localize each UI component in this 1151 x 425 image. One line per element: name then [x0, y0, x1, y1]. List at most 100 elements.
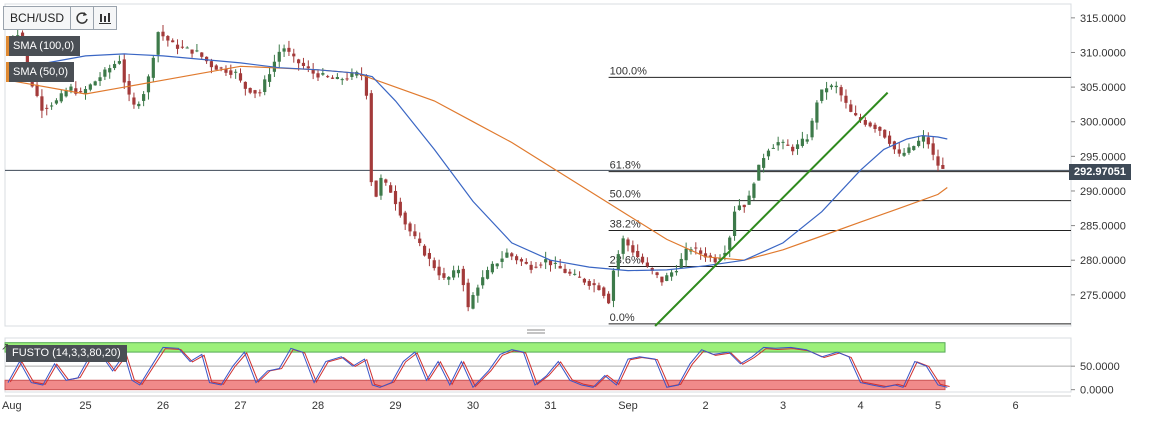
candle-body [708, 255, 712, 258]
x-tick-label: 4 [857, 400, 863, 412]
candle-body [873, 124, 877, 129]
fib-label: 100.0% [610, 65, 648, 77]
price-tick-label: 275.0000 [1080, 290, 1126, 302]
candle-body [728, 237, 732, 250]
candle-body [452, 270, 456, 278]
stochastic-plot [4, 337, 1072, 393]
candle-body [495, 263, 499, 267]
axes: 275.0000280.0000285.0000290.0000295.0000… [2, 13, 1126, 412]
candle-body [650, 268, 654, 271]
candle-body [490, 263, 494, 273]
candle-body [146, 76, 151, 93]
candle-body [127, 81, 131, 95]
sma100-label[interactable]: SMA (100,0) [6, 36, 81, 56]
stoch-d-line [9, 348, 950, 388]
candle-body [224, 68, 228, 73]
candle-body [166, 36, 170, 41]
candle-body [25, 47, 29, 68]
candle-body [122, 59, 126, 83]
candle-body [544, 259, 548, 263]
candle-body [219, 67, 223, 69]
candle-body [582, 278, 587, 283]
candle-body [437, 266, 441, 276]
candle-body [912, 146, 916, 150]
candle-body [408, 223, 412, 232]
fib-label: 0.0% [610, 312, 635, 324]
candle-body [558, 265, 562, 269]
candle-body [926, 137, 930, 145]
candle-body [229, 70, 233, 75]
price-tick-label: 295.0000 [1080, 151, 1126, 163]
candle-body [781, 141, 785, 143]
candle-body [786, 144, 790, 146]
candle-body [466, 282, 470, 308]
candle-body [142, 94, 146, 101]
candle-body [660, 276, 664, 283]
candle-body [771, 147, 775, 149]
candle-body [854, 113, 858, 116]
collapse-arrow-icon[interactable]: ↗ [1, 342, 10, 353]
candle-body [350, 73, 354, 77]
refresh-icon[interactable] [71, 7, 95, 29]
price-plot: 100.0%61.8%50.0%38.2%23.6%0.0% [4, 3, 1072, 327]
candle-body [442, 273, 446, 278]
candle-body [742, 204, 746, 208]
candle-body [621, 238, 625, 254]
candle-body [112, 64, 117, 69]
candle-body [132, 97, 136, 105]
candle-body [669, 272, 674, 277]
candle-body [829, 85, 834, 88]
x-tick-label: Sep [618, 400, 638, 412]
candle-body [485, 270, 490, 279]
candle-body [573, 273, 577, 275]
candle-body [151, 57, 155, 78]
price-tick-label: 290.0000 [1080, 186, 1126, 198]
sma50-label[interactable]: SMA (50,0) [6, 62, 75, 82]
candle-body [384, 179, 388, 183]
candle-body [156, 32, 160, 55]
candle-body [64, 90, 68, 97]
candle-body [849, 104, 853, 112]
candle-body [800, 138, 804, 146]
candle-body [762, 158, 766, 168]
candle-body [645, 262, 649, 267]
candle-body [447, 276, 451, 280]
candle-body [175, 44, 180, 49]
candle-body [59, 93, 63, 102]
candle-body [243, 81, 247, 89]
candle-body [577, 276, 582, 278]
current-price-tag: 292.97051 [1069, 164, 1131, 180]
candle-body [757, 164, 761, 181]
x-tick-label: 31 [544, 400, 556, 412]
candle-body [277, 51, 281, 62]
candle-body [824, 88, 829, 93]
candle-body [902, 152, 906, 156]
candle-body [204, 56, 209, 62]
candle-body [732, 211, 737, 236]
candle-body [292, 53, 296, 57]
fusto-label[interactable]: FUSTO (14,3,3,80,20) [6, 345, 127, 362]
candle-body [640, 256, 645, 263]
candle-body [413, 231, 417, 237]
symbol-label[interactable]: BCH/USD [4, 7, 72, 29]
candle-body [40, 96, 44, 111]
candles-icon[interactable] [94, 7, 116, 29]
candle-body [330, 77, 335, 79]
price-tick-label: 280.0000 [1080, 255, 1126, 267]
stoch-tick-label: 0.0000 [1080, 385, 1114, 397]
candle-body [514, 256, 519, 261]
candle-body [74, 88, 78, 94]
price-tick-label: 310.0000 [1080, 47, 1126, 59]
candle-body [258, 92, 262, 94]
candle-body [83, 89, 88, 95]
x-tick-label: 5 [935, 400, 941, 412]
candle-body [921, 135, 926, 142]
stoch-k-line [7, 346, 948, 389]
candle-body [335, 77, 339, 80]
candle-body [200, 52, 204, 57]
candle-body [519, 259, 524, 262]
candle-body [389, 185, 393, 193]
candle-body [137, 103, 141, 107]
candle-body [238, 73, 243, 81]
candle-body [393, 190, 398, 205]
